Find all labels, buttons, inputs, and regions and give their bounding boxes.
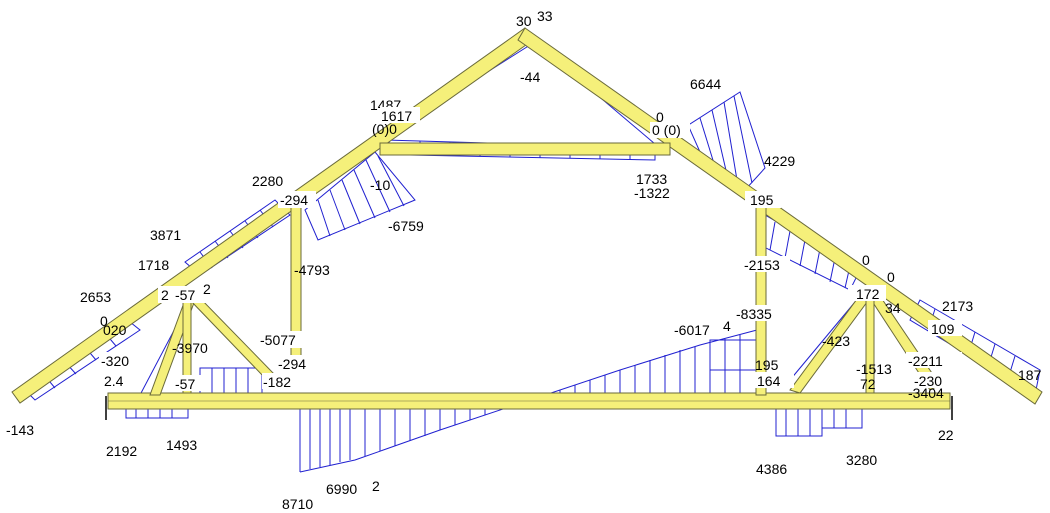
- label-right-4386: 4386: [756, 461, 787, 477]
- label-left-320: -320: [101, 353, 129, 369]
- label-right-423: -423: [822, 333, 850, 349]
- label-collar-left: 1617: [381, 108, 412, 124]
- label-right-4: 4: [723, 318, 731, 334]
- rafter-left-collar-hatch: [317, 155, 405, 237]
- label-left-1493: 1493: [166, 437, 197, 453]
- bottom-right-diagram-3: [709, 339, 758, 371]
- label-left-6759: -6759: [388, 218, 424, 234]
- rafter-left-collar-diagram: [304, 151, 416, 241]
- label-right-109: 109: [931, 321, 955, 337]
- label-bot-2: 2: [372, 478, 380, 494]
- label-left-2192: 2192: [106, 443, 137, 459]
- label-collar-right-top: 0: [656, 109, 664, 125]
- label-bot-8710: 8710: [282, 496, 313, 512]
- label-right-172: 172: [856, 286, 880, 302]
- label-right-0a: 0: [862, 252, 870, 268]
- label-right-4229: 4229: [764, 153, 795, 169]
- bottom-chord-hatch-right: [544, 330, 758, 402]
- label-right-3280: 3280: [846, 452, 877, 468]
- value-labels: 30 33 -44 1487 1617 (0)0 -10 0 0 (0) 664…: [6, 8, 1042, 512]
- label-right-2211: -2211: [908, 353, 943, 369]
- label-right-195-bot: 195: [755, 357, 779, 373]
- label-right-3404: -3404: [908, 385, 944, 401]
- label-left-182: -182: [263, 374, 291, 390]
- supports: [105, 396, 953, 420]
- label-left-3871: 3871: [150, 227, 181, 243]
- label-left-294-top: -294: [280, 192, 308, 208]
- label-apex-inner: -44: [520, 69, 540, 85]
- label-right-1733: 1733: [636, 171, 667, 187]
- truss-members: [11, 27, 1043, 410]
- label-right-2173: 2173: [942, 298, 973, 314]
- label-right-6017: -6017: [674, 322, 710, 338]
- bottom-chord-hatch-left: [309, 402, 516, 469]
- rafter-right-lower-diagram: [759, 214, 861, 291]
- label-bot-6990: 6990: [326, 481, 357, 497]
- label-left-5077: -5077: [260, 332, 296, 348]
- label-right-195-top: 195: [750, 192, 774, 208]
- label-left-2: 2: [161, 287, 169, 303]
- label-right-72: 72: [860, 376, 876, 392]
- label-left-3970: -3970: [172, 340, 208, 356]
- collar-tie: [379, 142, 671, 156]
- label-right-8335: -8335: [736, 306, 772, 322]
- label-apex-left: 30: [516, 13, 532, 29]
- label-left-57-bot: -57: [175, 376, 195, 392]
- label-left-294-bot: -294: [278, 356, 306, 372]
- label-left-2280: 2280: [252, 173, 283, 189]
- label-right-164: 164: [757, 373, 781, 389]
- label-right-0b: 0: [887, 269, 895, 285]
- label-left-143: -143: [6, 422, 34, 438]
- label-left-2b: 2: [203, 281, 211, 297]
- label-right-22: 22: [938, 427, 954, 443]
- label-right-34: 34: [885, 300, 901, 316]
- label-left-1718: 1718: [138, 257, 169, 273]
- label-apex-right: 33: [537, 8, 553, 24]
- label-right-2153: -2153: [744, 257, 780, 273]
- label-left-4793: -4793: [294, 262, 330, 278]
- label-right-187: 187: [1018, 367, 1042, 383]
- label-collar-mid: -10: [370, 177, 390, 193]
- label-left-57-top: -57: [175, 287, 195, 303]
- label-right-1513: -1513: [856, 361, 892, 377]
- label-left-2653: 2653: [80, 289, 111, 305]
- label-left-0: 0: [100, 313, 108, 329]
- label-right-1322: -1322: [634, 185, 670, 201]
- label-right-230: -230: [914, 373, 942, 389]
- label-collar-right-sub: 0 (0): [652, 122, 681, 138]
- label-load-top-right: 6644: [690, 76, 721, 92]
- rafter-right: [517, 27, 1043, 405]
- label-left-24: 2.4: [104, 373, 124, 389]
- label-left-020: 020: [103, 322, 127, 338]
- label-collar-left-sub: (0)0: [372, 121, 397, 137]
